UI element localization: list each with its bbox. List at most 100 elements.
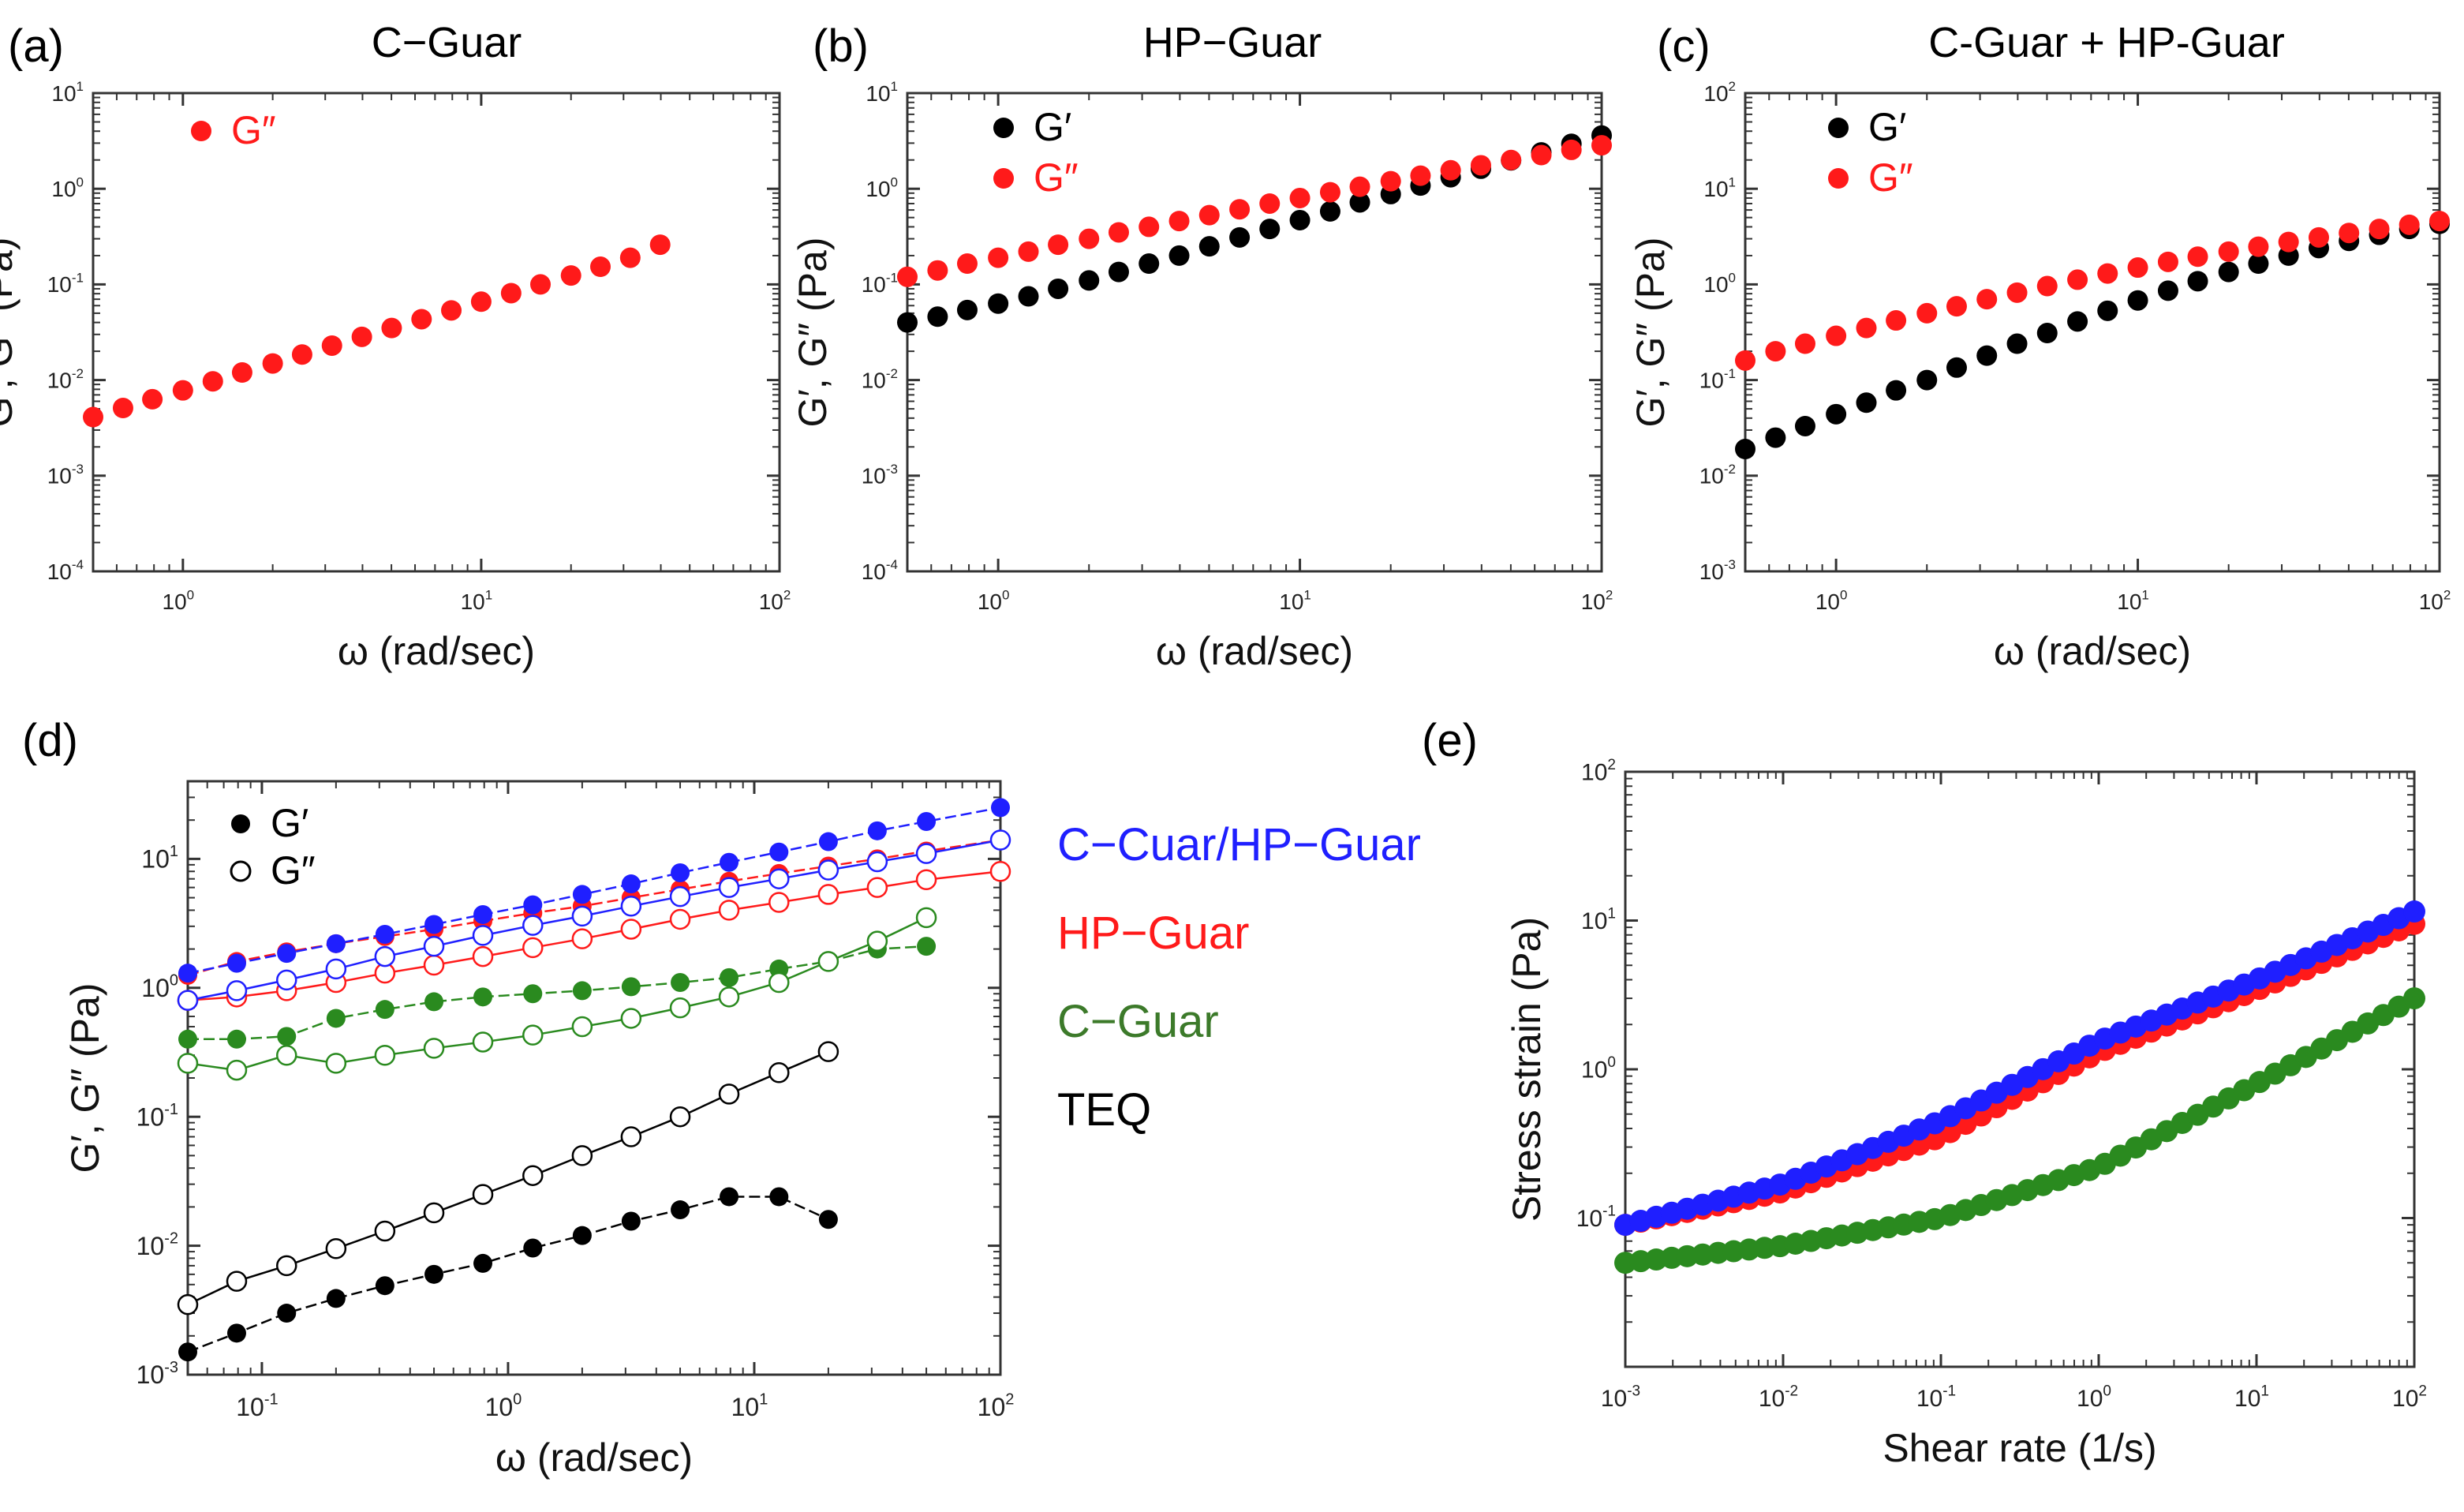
x-tick-label: 101 [461, 587, 493, 614]
data-point [321, 335, 342, 356]
data-point [572, 885, 592, 904]
y-tick-label: 10-1 [1576, 1203, 1616, 1233]
data-point [326, 934, 346, 953]
legend-label: G″ [271, 848, 316, 893]
x-tick-label: 101 [1279, 587, 1311, 614]
y-axis-label: G′, G″ (Pa) [1628, 238, 1673, 428]
data-point [262, 353, 283, 374]
x-tick-label: 100 [1815, 587, 1848, 614]
series-g- [1735, 211, 2450, 371]
data-point [991, 798, 1010, 818]
x-tick-label: 10-3 [1601, 1383, 1640, 1413]
data-point [423, 1038, 445, 1059]
data-point [818, 832, 838, 851]
data-point [768, 892, 790, 913]
data-point [671, 973, 690, 993]
y-tick-label: 10-3 [136, 1359, 178, 1389]
data-point [2248, 253, 2269, 275]
y-tick-label: 101 [1703, 174, 1736, 201]
data-point [1826, 403, 1847, 425]
data-point [1349, 176, 1370, 197]
data-point [2127, 257, 2148, 279]
x-axis-label: ω (rad/sec) [1156, 629, 1353, 673]
data-point [277, 1304, 297, 1323]
data-point [2067, 311, 2088, 332]
plot-frame-a [92, 92, 781, 573]
data-point [374, 1220, 396, 1242]
data-point [381, 317, 402, 339]
data-point [472, 945, 494, 967]
data-point [1946, 357, 1967, 378]
y-tick-label: 10-3 [47, 462, 84, 488]
panel-c-title: C-Guar + HP-Guar [1928, 19, 2285, 66]
data-point [769, 1187, 789, 1207]
series-c-cuar-hp-guar [1614, 900, 2425, 1237]
series-teq-g- [177, 1041, 839, 1316]
data-point [1440, 159, 1461, 181]
data-point [1735, 350, 1755, 371]
data-point [571, 905, 593, 927]
x-tick-label: 102 [759, 587, 791, 614]
data-point [1349, 192, 1370, 213]
panel-b-label: (b) [813, 21, 869, 72]
data-point [522, 1165, 544, 1186]
data-point [2218, 261, 2239, 283]
panel-a-label: (a) [8, 21, 64, 72]
plot-frame-b [906, 92, 1603, 573]
x-tick-label: 102 [978, 1391, 1015, 1421]
y-axis-label: G′, G″ (Pa) [791, 238, 835, 428]
x-axis-label: ω (rad/sec) [495, 1435, 693, 1480]
data-point [326, 1009, 346, 1028]
data-point [2187, 246, 2208, 268]
data-point [669, 908, 691, 930]
y-tick-label: 10-2 [862, 366, 898, 393]
legend-label: G″ [231, 108, 276, 152]
y-tick-label: 10-1 [1699, 366, 1736, 393]
data-point [1139, 253, 1160, 275]
data-point [473, 904, 493, 924]
y-tick-label: 10-4 [47, 557, 84, 584]
x-tick-label: 101 [2234, 1383, 2269, 1413]
data-point [2218, 241, 2239, 262]
data-point [720, 967, 739, 987]
data-point [1319, 182, 1340, 203]
y-tick-label: 101 [1581, 906, 1616, 935]
data-point [1765, 341, 1786, 362]
data-point [277, 1027, 297, 1046]
data-point [1289, 187, 1311, 208]
data-point [1735, 439, 1755, 460]
x-tick-label: 101 [731, 1391, 768, 1421]
panel-d: (d) 10-1 100 101 102 10-3 10-2 10-1 100 101 ω (ra… [22, 715, 1421, 1480]
panel-c-label: (c) [1657, 21, 1711, 72]
legend-label: G′ [1868, 105, 1906, 149]
data-point [1048, 234, 1069, 256]
series-g- [897, 135, 1612, 287]
data-point [2006, 333, 2028, 354]
x-axis-label: ω (rad/sec) [1994, 629, 2191, 673]
data-point [375, 1000, 394, 1020]
data-point [411, 309, 432, 330]
y-tick-label: 10-3 [1699, 557, 1736, 584]
data-point [473, 987, 493, 1007]
data-point [621, 1211, 641, 1231]
data-point [325, 958, 347, 980]
data-point [522, 1024, 544, 1046]
legend-label: G′ [1034, 105, 1071, 149]
side-legend-c-guar: C−Guar [1057, 996, 1219, 1047]
data-point [917, 937, 937, 956]
x-tick-label: 102 [2392, 1383, 2427, 1413]
data-point [423, 935, 445, 957]
y-tick-label: 10-2 [136, 1229, 178, 1259]
data-point [1916, 369, 1938, 391]
data-point [1108, 261, 1129, 283]
data-point [866, 851, 888, 873]
data-point [718, 877, 740, 898]
data-point [1591, 135, 1612, 156]
data-point [325, 1237, 347, 1259]
data-point [2278, 231, 2299, 253]
data-point [718, 1083, 740, 1105]
data-point [1886, 310, 1907, 331]
legend-label: G′ [271, 801, 308, 845]
data-point [172, 380, 193, 401]
data-point [917, 811, 937, 831]
